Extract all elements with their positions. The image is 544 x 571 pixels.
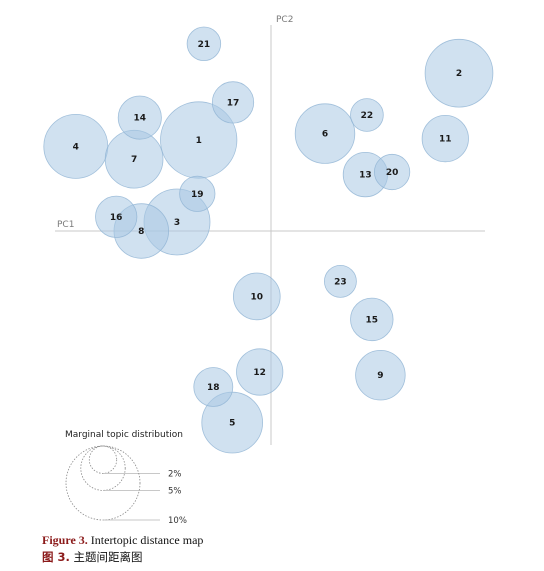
topic-bubble-15[interactable] xyxy=(350,297,394,342)
topic-label-1: 1 xyxy=(196,136,202,146)
topic-bubble-2[interactable] xyxy=(424,38,494,108)
size-legend: Marginal topic distribution 2% 5% 10% xyxy=(65,430,187,526)
topic-bubble-6[interactable] xyxy=(294,103,356,164)
topic-label-14: 14 xyxy=(134,114,147,124)
topic-label-21: 21 xyxy=(198,40,211,50)
intertopic-distance-map: PC1 PC2 12345678910111213141516171819202… xyxy=(43,15,494,526)
legend-label-2: 5% xyxy=(168,486,182,496)
topic-bubble-21[interactable] xyxy=(186,26,222,61)
topic-bubble-18[interactable] xyxy=(193,367,234,407)
topic-label-4: 4 xyxy=(73,142,79,152)
legend-circles: 2% 5% 10% xyxy=(65,445,187,526)
topic-label-6: 6 xyxy=(322,130,328,140)
topic-bubble-9[interactable] xyxy=(355,350,406,401)
topic-label-12: 12 xyxy=(253,368,266,378)
topic-label-8: 8 xyxy=(138,227,144,237)
topic-label-16: 16 xyxy=(110,213,123,223)
figure-caption-zh: 图 3. 主题间距离图 xyxy=(42,549,143,565)
y-axis-label: PC2 xyxy=(276,15,293,25)
topic-bubble-16[interactable] xyxy=(95,195,138,238)
x-axis-label: PC1 xyxy=(57,220,74,230)
topic-label-15: 15 xyxy=(366,315,379,325)
topic-bubble-11[interactable] xyxy=(421,115,469,163)
figure-caption-text-en: Intertopic distance map xyxy=(87,533,204,547)
topic-label-10: 10 xyxy=(251,292,264,302)
topic-label-2: 2 xyxy=(456,69,462,79)
topic-bubble-20[interactable] xyxy=(373,153,411,191)
topic-bubble-10[interactable] xyxy=(232,272,281,321)
topic-bubble-12[interactable] xyxy=(236,348,284,396)
topic-label-23: 23 xyxy=(334,277,347,287)
legend-label-1: 2% xyxy=(168,469,182,479)
topic-bubble-17[interactable] xyxy=(211,81,255,124)
figure-caption-en: Figure 3. Intertopic distance map xyxy=(42,533,203,548)
topic-label-5: 5 xyxy=(229,419,235,429)
topic-label-18: 18 xyxy=(207,383,220,393)
topic-bubble-19[interactable] xyxy=(179,175,216,212)
topic-label-13: 13 xyxy=(359,171,372,181)
topic-label-11: 11 xyxy=(439,135,452,145)
legend-label-3: 10% xyxy=(168,516,187,526)
legend-circle-3 xyxy=(65,445,141,521)
figure-number-en: Figure 3. xyxy=(42,533,88,547)
topic-label-20: 20 xyxy=(386,168,399,178)
topic-label-9: 9 xyxy=(377,371,383,381)
topic-label-22: 22 xyxy=(361,111,374,121)
topic-label-7: 7 xyxy=(131,155,137,165)
topic-bubble-14[interactable] xyxy=(117,95,162,140)
topic-label-19: 19 xyxy=(191,190,204,200)
legend-title: Marginal topic distribution xyxy=(65,430,183,440)
figure-number-zh: 图 3. xyxy=(42,550,70,564)
topic-bubble-23[interactable] xyxy=(323,264,357,298)
topic-bubble-22[interactable] xyxy=(350,98,384,132)
topic-label-17: 17 xyxy=(227,98,240,108)
legend-circle-1 xyxy=(88,445,118,474)
topic-label-3: 3 xyxy=(174,218,180,228)
figure-caption-text-zh: 主题间距离图 xyxy=(69,550,143,564)
legend-circle-2 xyxy=(80,445,126,491)
